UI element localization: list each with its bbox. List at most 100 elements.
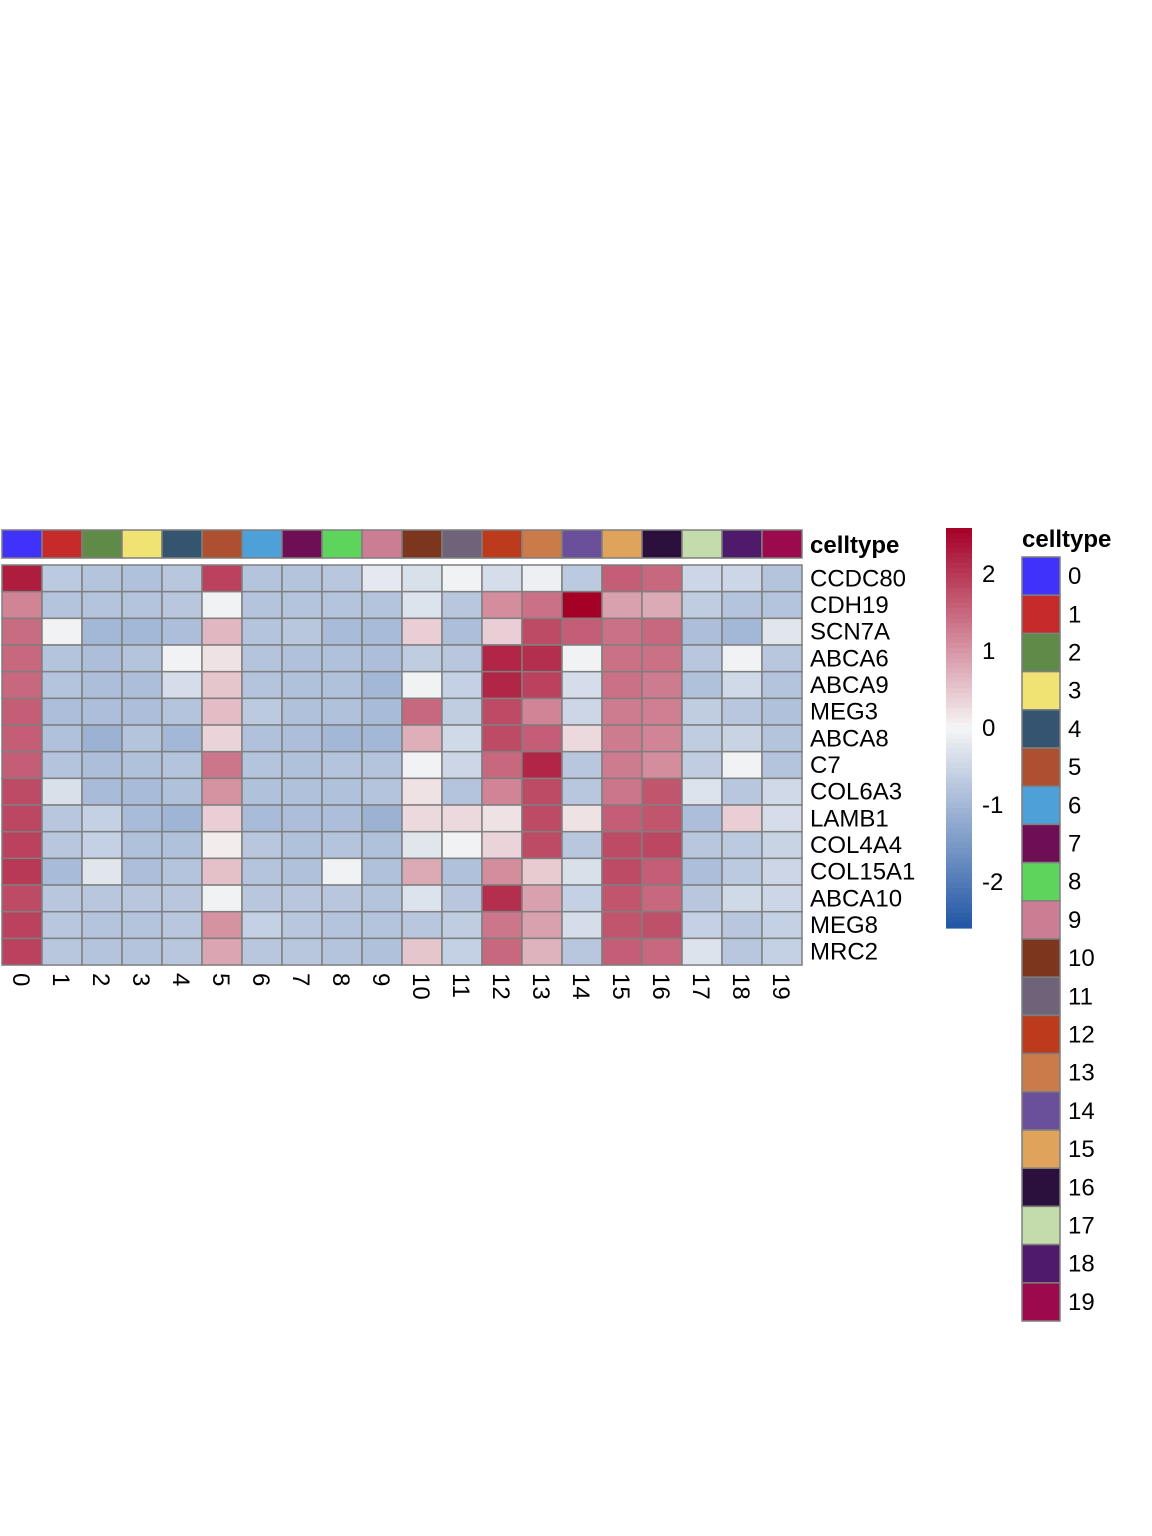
colorbar-segment	[946, 763, 972, 769]
colorbar-segment	[946, 853, 972, 859]
colorbar-segment	[946, 633, 972, 639]
heatmap-cell	[401, 644, 443, 673]
heatmap-cell	[361, 697, 403, 726]
heatmap-cell	[281, 724, 323, 753]
heatmap-cell	[641, 590, 683, 620]
legend-swatch	[1021, 861, 1061, 902]
legend-swatch	[1021, 594, 1061, 635]
heatmap-cell	[361, 750, 403, 780]
colorbar-segment	[946, 643, 972, 649]
heatmap-cell	[601, 830, 643, 860]
heatmap-cell	[361, 564, 403, 593]
celltype-annotation-bar	[1, 529, 803, 559]
heatmap-cell	[561, 617, 603, 646]
heatmap-cell	[601, 884, 643, 913]
heatmap-cell	[601, 804, 643, 833]
heatmap-cell	[401, 750, 443, 780]
heatmap-cell	[481, 590, 523, 620]
heatmap-cell	[561, 884, 603, 913]
column-label: 4	[167, 973, 194, 986]
heatmap-cell	[121, 564, 163, 593]
legend-label: 5	[1068, 754, 1081, 781]
legend-label: 0	[1068, 563, 1081, 590]
heatmap-cell	[361, 937, 403, 966]
heatmap-cell	[761, 910, 803, 940]
heatmap-cell	[521, 910, 563, 940]
colorbar-tick-label: 1	[982, 638, 995, 665]
heatmap-cell	[81, 804, 123, 833]
colorbar-segment	[946, 803, 972, 809]
heatmap-cell	[521, 670, 563, 700]
colorbar-segment	[946, 623, 972, 629]
row-label: COL15A1	[810, 859, 915, 886]
heatmap-cell	[201, 617, 243, 646]
heatmap-cell	[361, 804, 403, 833]
heatmap-cell	[761, 804, 803, 833]
celltype-legend-title: celltype	[1022, 526, 1111, 553]
heatmap-cell	[201, 697, 243, 726]
heatmap-cell	[41, 804, 83, 833]
legend-swatch	[1021, 1014, 1061, 1055]
legend-label: 8	[1068, 869, 1081, 896]
colorbar-segment	[946, 653, 972, 659]
column-label: 7	[287, 973, 314, 986]
colorbar-segment	[946, 733, 972, 739]
legend-swatch	[1021, 823, 1061, 864]
heatmap-cell	[721, 884, 763, 913]
heatmap-cell	[321, 937, 363, 966]
heatmap-cell	[441, 857, 483, 886]
heatmap-cell	[761, 884, 803, 913]
heatmap-cell	[521, 937, 563, 966]
heatmap-cell	[161, 804, 203, 833]
annotation-cell	[681, 529, 723, 559]
annotation-cell	[161, 529, 203, 559]
colorbar-segment	[946, 693, 972, 699]
heatmap-cell	[321, 564, 363, 593]
heatmap-cell	[121, 884, 163, 913]
heatmap-cell	[121, 910, 163, 940]
legend-swatch	[1021, 747, 1061, 787]
heatmap-cell	[241, 804, 283, 833]
colorbar-segment	[946, 593, 972, 599]
heatmap-cell	[481, 644, 523, 673]
colorbar-segment	[946, 723, 972, 729]
heatmap-cell	[281, 564, 323, 593]
heatmap-cell	[561, 937, 603, 966]
heatmap-cell	[441, 750, 483, 780]
row-label: SCN7A	[810, 619, 890, 646]
row-label: COL6A3	[810, 779, 902, 806]
colorbar-segment	[946, 533, 972, 539]
heatmap-cell	[241, 697, 283, 726]
legend-label: 17	[1068, 1213, 1095, 1240]
heatmap-cell	[681, 910, 723, 940]
annotation-cell	[361, 529, 403, 559]
heatmap-cell	[681, 724, 723, 753]
heatmap-cell	[681, 617, 723, 646]
heatmap-cell	[81, 644, 123, 673]
colorbar-segment	[946, 788, 972, 794]
colorbar-segment	[946, 913, 972, 919]
heatmap-cell	[281, 617, 323, 646]
heatmap-cell	[721, 777, 763, 806]
heatmap-cell	[161, 777, 203, 806]
heatmap-cell	[561, 804, 603, 833]
row-label: ABCA10	[810, 885, 902, 912]
heatmap-cell	[761, 750, 803, 780]
colorbar-segment	[946, 738, 972, 744]
legend-swatch	[1021, 670, 1061, 711]
heatmap-cell	[241, 884, 283, 913]
colorbar-segment	[946, 798, 972, 804]
annotation-cell	[121, 529, 163, 559]
heatmap-cell	[641, 697, 683, 726]
heatmap-cell	[81, 590, 123, 620]
legend-label: 7	[1068, 831, 1081, 858]
colorbar-segment	[946, 648, 972, 654]
heatmap-cell	[81, 724, 123, 753]
row-label: CCDC80	[810, 565, 906, 592]
column-label: 13	[527, 973, 554, 1000]
heatmap-cell	[201, 830, 243, 860]
heatmap-cell	[281, 697, 323, 726]
heatmap-cell	[441, 644, 483, 673]
colorbar-segment	[946, 818, 972, 824]
column-label: 18	[727, 973, 754, 1000]
